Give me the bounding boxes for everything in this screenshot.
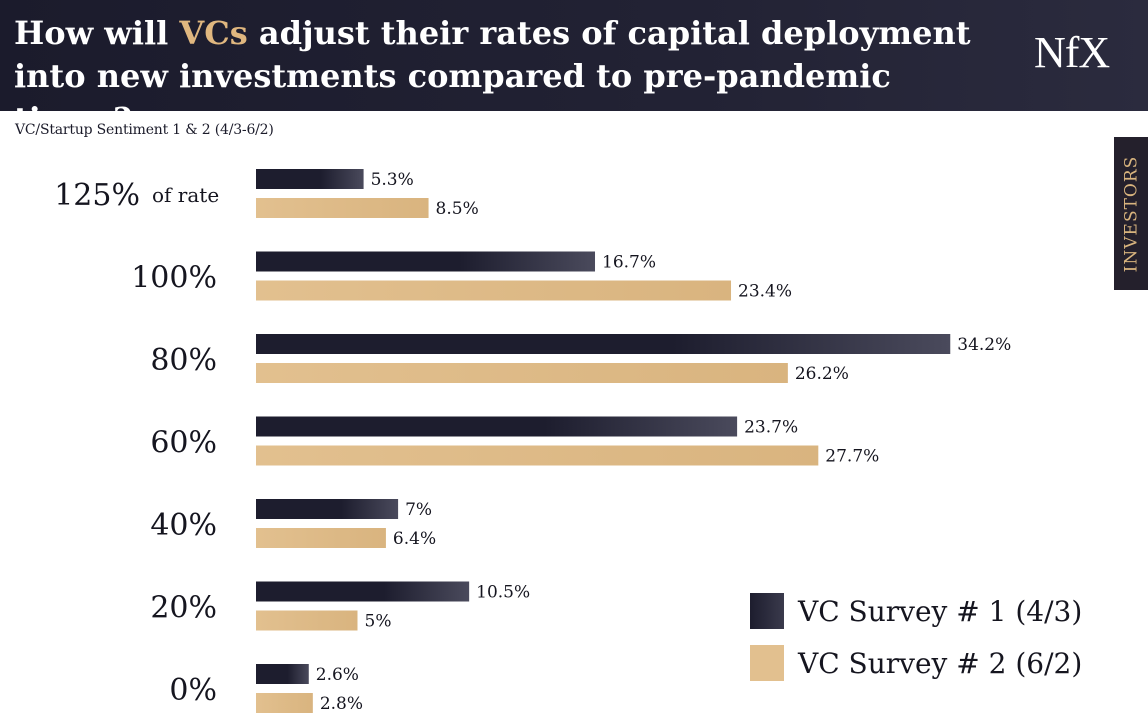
bar-survey-1-2 bbox=[256, 334, 951, 354]
category-label-6: 0% bbox=[169, 673, 217, 708]
data-label-survey-1-4: 7% bbox=[405, 500, 432, 520]
category-label-1: 100% bbox=[131, 261, 217, 296]
title-part-1: How will bbox=[14, 14, 180, 52]
category-suffix-label: of rate bbox=[152, 183, 219, 207]
data-label-survey-2-5: 5% bbox=[365, 612, 392, 632]
data-label-survey-1-5: 10.5% bbox=[476, 583, 530, 603]
bar-survey-1-0 bbox=[256, 169, 364, 189]
bar-survey-2-6 bbox=[256, 693, 313, 713]
nfx-logo: NfX bbox=[1034, 28, 1110, 77]
data-label-survey-1-0: 5.3% bbox=[371, 170, 414, 190]
category-label-0: 125% bbox=[54, 178, 140, 213]
bar-survey-1-3 bbox=[256, 416, 738, 437]
bar-survey-1-4 bbox=[256, 499, 399, 519]
bar-survey-2-0 bbox=[256, 198, 429, 218]
chart-subtitle: VC/Startup Sentiment 1 & 2 (4/3-6/2) bbox=[15, 122, 274, 138]
bar-survey-1-5 bbox=[256, 581, 470, 602]
chart-title: How will VCs adjust their rates of capit… bbox=[14, 12, 1004, 141]
bar-survey-2-5 bbox=[256, 610, 358, 631]
header-banner: How will VCs adjust their rates of capit… bbox=[0, 0, 1148, 138]
title-part-2: adjust their rates of capital deployment… bbox=[14, 14, 971, 138]
data-label-survey-2-6: 2.8% bbox=[320, 694, 363, 714]
legend-label-survey-1: VC Survey # 1 (4/3) bbox=[798, 595, 1083, 628]
category-label-3: 60% bbox=[150, 426, 217, 461]
data-label-survey-2-1: 23.4% bbox=[738, 282, 792, 302]
category-label-2: 80% bbox=[150, 343, 217, 378]
bar-survey-2-4 bbox=[256, 528, 386, 548]
legend-swatch-survey-1 bbox=[750, 593, 784, 629]
data-label-survey-1-2: 34.2% bbox=[957, 335, 1011, 355]
bar-survey-2-1 bbox=[256, 280, 732, 301]
data-label-survey-2-0: 8.5% bbox=[436, 199, 479, 219]
investors-side-tab: INVESTORS bbox=[1114, 137, 1148, 290]
legend-label-survey-2: VC Survey # 2 (6/2) bbox=[798, 647, 1083, 680]
data-label-survey-1-6: 2.6% bbox=[316, 665, 359, 685]
legend-swatch-survey-2 bbox=[750, 645, 784, 681]
bar-survey-2-3 bbox=[256, 445, 819, 466]
data-label-survey-2-2: 26.2% bbox=[795, 364, 849, 384]
data-label-survey-2-4: 6.4% bbox=[393, 529, 436, 549]
data-label-survey-1-3: 23.7% bbox=[744, 418, 798, 438]
bar-survey-2-2 bbox=[256, 363, 788, 383]
title-highlight: VCs bbox=[179, 14, 248, 52]
data-label-survey-1-1: 16.7% bbox=[602, 253, 656, 273]
bar-survey-1-6 bbox=[256, 664, 309, 684]
bar-survey-1-1 bbox=[256, 251, 596, 272]
category-label-4: 40% bbox=[150, 508, 217, 543]
data-label-survey-2-3: 27.7% bbox=[825, 447, 879, 467]
category-label-5: 20% bbox=[150, 591, 217, 626]
